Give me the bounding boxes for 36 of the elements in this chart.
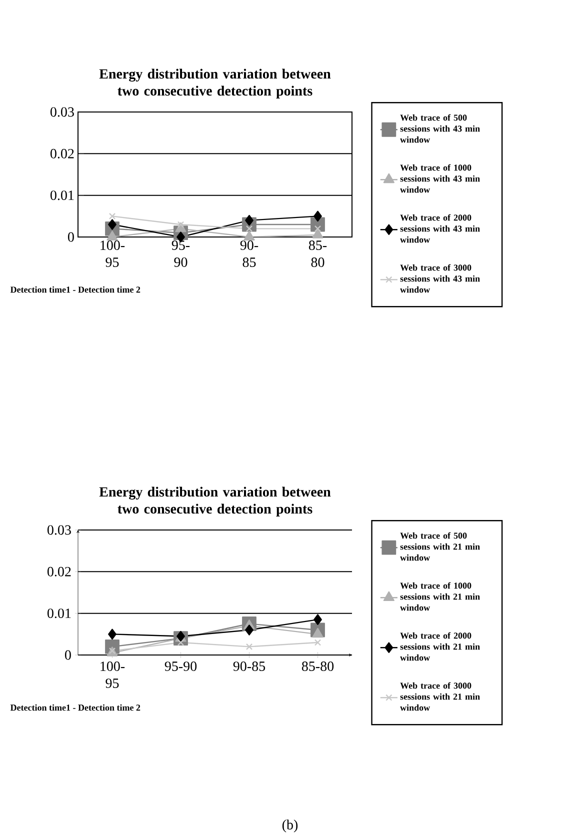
x-tick-label: 85-80: [302, 662, 334, 671]
point: [312, 628, 324, 638]
legend-label: Web trace of 3000 sessions with 43 min window: [400, 264, 480, 293]
x-tick-label: 95-90: [172, 240, 190, 267]
y-tick-label: 0.03: [48, 525, 71, 535]
legend-label: Web trace of 3000 sessions with 21 min window: [400, 682, 480, 711]
text: (b): [282, 820, 298, 832]
x-tick-label: 90-85: [233, 662, 266, 671]
legend-label: Web trace of 500 sessions with 43 min window: [400, 114, 480, 143]
legend-label: Web trace of 2000 sessions with 21 min window: [400, 632, 480, 661]
x-axis-title: Detection time1 - Detection time 2: [10, 286, 140, 293]
y-tick-label: 0.02: [48, 566, 71, 576]
point: [108, 628, 116, 640]
y-tick-label: 0.01: [50, 190, 74, 200]
x-tick-label: 95-90: [164, 662, 197, 671]
x-tick-label: 90-85: [240, 240, 258, 267]
x-tick-label: 100-95: [100, 662, 125, 688]
point: [314, 614, 322, 625]
legend-label: Web trace of 500 sessions with 21 min window: [400, 532, 480, 561]
point: [314, 639, 322, 646]
legend-label: Web trace of 2000 sessions with 43 min window: [400, 214, 480, 243]
y-tick-label: 0.03: [50, 107, 74, 117]
x-tick-label: 100-95: [100, 240, 125, 267]
x-tick-label: 85-80: [308, 240, 327, 267]
y-tick-label: 0.01: [48, 608, 71, 618]
y-tick-label: 0: [65, 650, 71, 660]
legend-label: Web trace of 1000 sessions with 21 min window: [400, 582, 480, 611]
point: [246, 643, 253, 650]
chart-title: Energy distribution variation between two consecutive detection points: [99, 68, 331, 98]
y-tick-label: 0.02: [50, 148, 74, 158]
point: [177, 639, 184, 646]
x-axis-title: Detection time1 - Detection time 2: [10, 704, 140, 711]
legend-label: Web trace of 1000 sessions with 43 min window: [400, 164, 480, 193]
point: [245, 624, 254, 636]
y-tick-label: 0: [68, 232, 74, 242]
chart-title: Energy distribution variation between two consecutive detection points: [99, 486, 331, 516]
